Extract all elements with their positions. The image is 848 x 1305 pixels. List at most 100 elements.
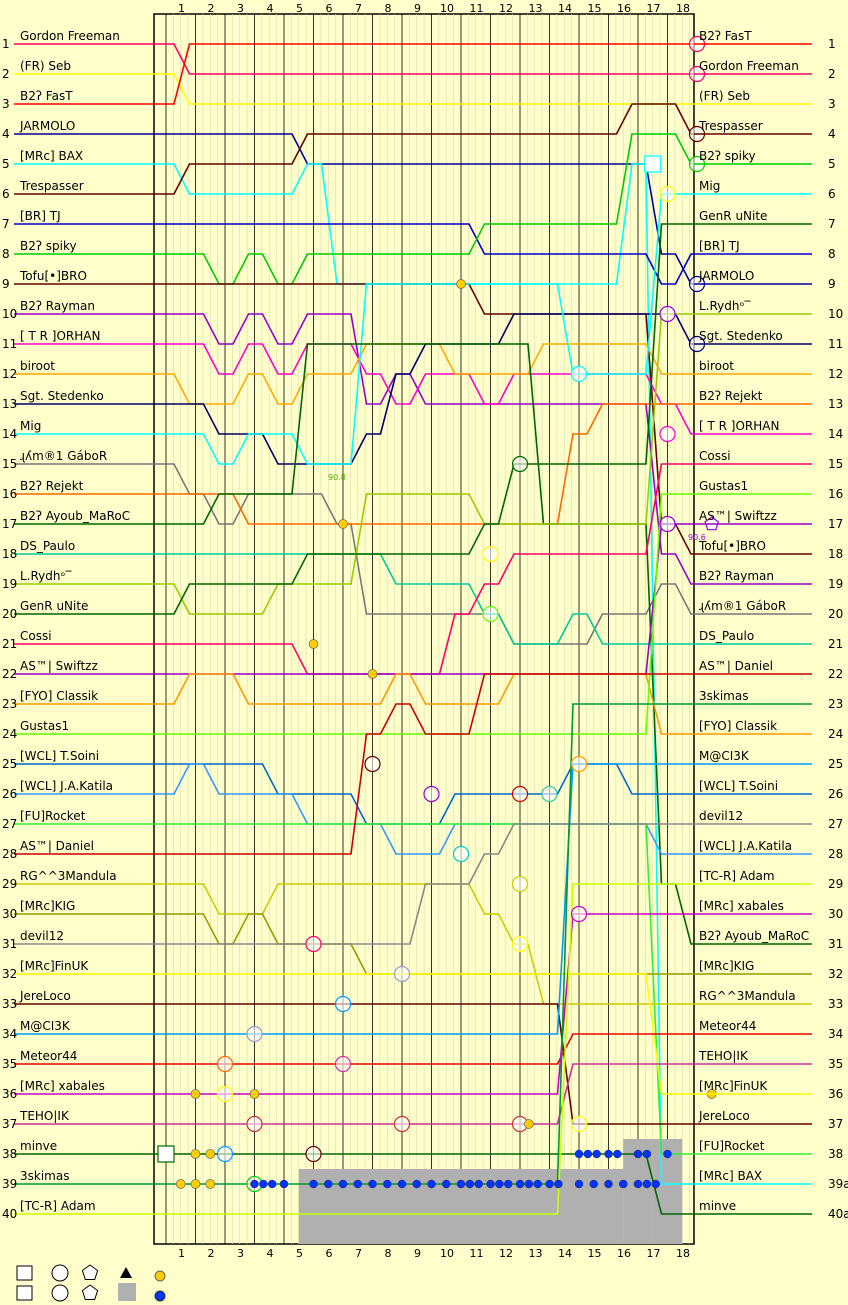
pit-dot	[613, 1149, 622, 1159]
pit-dot	[412, 1179, 421, 1189]
end-label: DS_Paulo	[699, 629, 754, 643]
pit-dot	[663, 1149, 672, 1159]
end-label: [FU]Rocket	[699, 1139, 765, 1153]
pit-dot	[267, 1179, 277, 1189]
end-label: [FYO] Classik	[699, 719, 777, 733]
series-line	[154, 703, 694, 1185]
series-line	[154, 193, 694, 465]
position-tick-right: 19	[828, 577, 843, 591]
end-label: [ T R ]ORHAN	[699, 419, 779, 433]
position-tick-right: 40a	[828, 1207, 848, 1221]
pit-dot	[604, 1149, 613, 1159]
start-label: [FU]Rocket	[20, 809, 86, 823]
start-label: DS_Paulo	[20, 539, 75, 553]
pit-dot	[309, 1179, 318, 1189]
lap-tick-top: 3	[237, 2, 244, 15]
position-tick-right: 2	[828, 67, 836, 81]
position-tick-right: 27	[828, 817, 843, 831]
series-line	[154, 673, 694, 855]
position-tick-left: 3	[2, 97, 10, 111]
series-line	[154, 133, 694, 285]
pit-dot	[503, 1179, 513, 1189]
end-label: Trespasser	[698, 119, 763, 133]
pit-dot	[619, 1179, 628, 1189]
marker-circle	[393, 965, 411, 983]
start-label: M@CI3K	[20, 1019, 71, 1033]
start-label: L.Rydhᵒ‾	[20, 569, 72, 583]
end-label: Cossi	[699, 449, 731, 463]
lap-tick-bottom: 1	[178, 1247, 185, 1260]
position-tick-left: 25	[2, 757, 17, 771]
lap-tick-bottom: 7	[355, 1247, 362, 1260]
series-line	[154, 913, 694, 1095]
series-line	[154, 313, 694, 615]
marker-circle	[570, 755, 588, 773]
end-label: biroot	[699, 359, 734, 373]
position-tick-right: 7	[828, 217, 836, 231]
position-tick-left: 36	[2, 1087, 17, 1101]
position-tick-right: 31	[828, 937, 843, 951]
start-label: (FR) Seb	[20, 59, 71, 73]
position-tick-right: 20	[828, 607, 843, 621]
legend-grey-box	[118, 1283, 136, 1301]
position-tick-left: 23	[2, 697, 17, 711]
lap-tick-top: 5	[296, 2, 303, 15]
marker-square	[644, 155, 662, 173]
end-label: JereLoco	[698, 1109, 750, 1123]
marker-square	[157, 1145, 175, 1163]
series-line	[154, 43, 694, 75]
start-label: AS™| Swiftzz	[20, 659, 98, 673]
start-label: GenR uNite	[20, 599, 88, 613]
lap-tick-bottom: 15	[588, 1247, 602, 1260]
pit-dot	[574, 1149, 584, 1159]
marker-dot	[205, 1149, 216, 1159]
position-tick-left: 14	[2, 427, 17, 441]
start-label: [ T R ]ORHAN	[20, 329, 100, 343]
start-label: ɻʎm®1 GáboR	[20, 449, 107, 463]
start-label: B2ʔ Ayoub_MaRoC	[20, 509, 130, 523]
start-label: Mig	[20, 419, 41, 433]
end-label: B2ʔ FasT	[699, 29, 752, 43]
lap-tick-top: 1	[178, 2, 185, 15]
marker-circle	[511, 875, 529, 893]
start-label: JereLoco	[19, 989, 71, 1003]
position-tick-left: 11	[2, 337, 17, 351]
pit-dot	[604, 1179, 613, 1189]
marker-circle	[511, 935, 529, 953]
lap-tick-top: 18	[676, 2, 690, 15]
start-label: [MRc] BAX	[20, 149, 83, 163]
start-label: JARMOLO	[19, 119, 75, 133]
marker-circle	[570, 1115, 588, 1133]
lap-tick-top: 2	[208, 2, 215, 15]
position-tick-left: 1	[2, 37, 10, 51]
marker-circle	[334, 995, 352, 1013]
position-tick-left: 21	[2, 637, 17, 651]
start-label: Cossi	[20, 629, 52, 643]
position-tick-right: 15	[828, 457, 843, 471]
end-label: minve	[699, 1199, 736, 1213]
start-label: TEHO|IK	[19, 1109, 70, 1123]
marker-circle	[334, 1055, 352, 1073]
marker-dot	[523, 1119, 534, 1129]
pit-dot	[338, 1179, 348, 1189]
position-tick-right: 29	[828, 877, 843, 891]
lap-tick-top: 6	[326, 2, 333, 15]
end-label: [WCL] T.Soini	[699, 779, 778, 793]
legend-blue-dot	[154, 1290, 166, 1302]
marker-dot	[308, 639, 319, 649]
lap-tick-bottom: 14	[558, 1247, 572, 1260]
pit-dot	[524, 1179, 534, 1189]
start-label: Sgt. Stedenko	[20, 389, 104, 403]
end-label: devil12	[699, 809, 743, 823]
marker-circle	[364, 755, 381, 773]
series-line	[154, 823, 694, 945]
series-line	[154, 223, 694, 285]
lap-tick-bottom: 12	[499, 1247, 513, 1260]
marker-circle	[659, 185, 676, 203]
end-label: GenR uNite	[699, 209, 767, 223]
position-tick-right: 24	[828, 727, 843, 741]
pit-dot	[259, 1179, 268, 1189]
position-tick-right: 30	[828, 907, 843, 921]
position-tick-right: 4	[828, 127, 836, 141]
